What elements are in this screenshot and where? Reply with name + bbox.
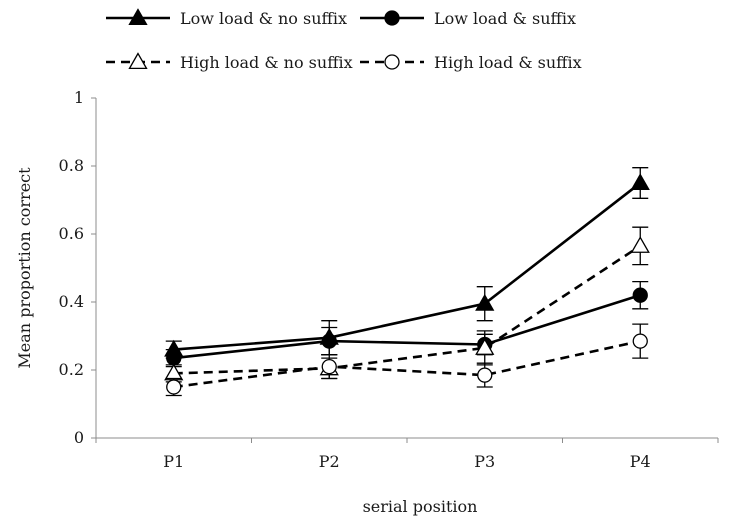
series-4: [165, 323, 649, 397]
y-axis-label: Mean proportion correct: [15, 167, 34, 369]
y-tick-label: 0.8: [59, 156, 84, 175]
y-tick-label: 0.4: [59, 292, 84, 311]
x-tick-label: P1: [163, 452, 184, 471]
legend-label: Low load & no suffix: [180, 9, 347, 28]
x-tick-label: P2: [319, 452, 340, 471]
data-point: [630, 236, 650, 253]
data-point: [321, 358, 337, 375]
series-line: [173, 339, 641, 389]
legend-item: Low load & no suffix: [106, 8, 347, 28]
data-point: [475, 293, 495, 311]
legend-marker: [128, 52, 148, 70]
series-1: [164, 167, 650, 359]
legend-item: High load & no suffix: [106, 52, 353, 72]
y-tick-label: 0: [74, 428, 84, 447]
series-group: [164, 167, 650, 397]
data-point: [321, 333, 337, 349]
y-tick-label: 0.2: [59, 360, 84, 379]
legend-label: High load & no suffix: [180, 53, 353, 72]
y-tick-label: 1: [74, 88, 84, 107]
legend: Low load & no suffix Low load & suffix Hig…: [106, 8, 582, 72]
series-line: [173, 293, 641, 360]
legend-marker: [128, 8, 148, 26]
data-point: [632, 333, 648, 349]
data-point: [630, 173, 650, 191]
data-point: [477, 367, 493, 383]
legend-marker: [384, 54, 400, 70]
data-point: [475, 338, 495, 355]
axes: Mean proportion correct serial position …: [15, 88, 719, 516]
legend-label: High load & suffix: [434, 53, 582, 72]
data-point: [166, 379, 182, 395]
series-3: [164, 226, 650, 383]
series-2: [165, 280, 649, 368]
data-point: [166, 350, 182, 366]
x-tick-label: P3: [474, 452, 495, 471]
series-line: [173, 181, 642, 351]
legend-item: High load & suffix: [360, 53, 582, 72]
x-axis-label: serial position: [363, 497, 478, 516]
legend-item: Low load & suffix: [360, 9, 576, 28]
legend-marker: [384, 10, 400, 26]
data-point: [632, 287, 648, 303]
legend-label: Low load & suffix: [434, 9, 576, 28]
y-tick-label: 0.6: [59, 224, 84, 243]
x-tick-label: P4: [630, 452, 651, 471]
series-line: [173, 244, 641, 375]
